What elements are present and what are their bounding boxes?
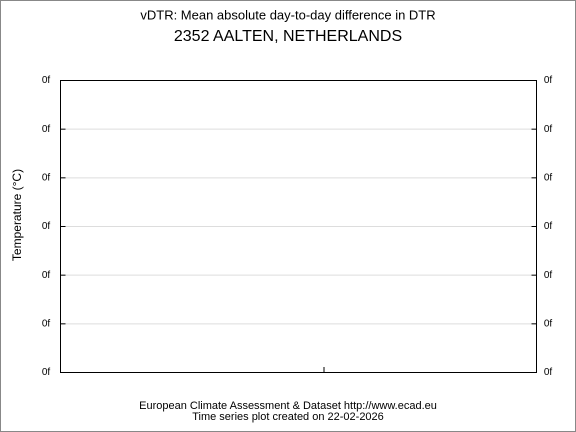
y-tick-label: 0f [544,172,553,183]
chart-title: vDTR: Mean absolute day-to-day differenc… [140,7,435,22]
y-tick-label: 0f [544,270,553,281]
y-tick-label: 0f [544,124,553,135]
y-tick-label: 0f [42,270,51,281]
footer-line: European Climate Assessment & Dataset ht… [139,400,437,412]
y-tick-label: 0f [42,318,51,329]
y-tick-label: 0f [42,75,51,86]
y-tick-label: 0f [42,124,51,135]
y-tick-label: 0f [42,172,51,183]
y-tick-label: 0f [42,221,51,232]
footer-line: Time series plot created on 22-02-2026 [192,411,384,423]
chart-subtitle: 2352 AALTEN, NETHERLANDS [174,28,402,45]
y-axis-label: Temperature (°C) [10,169,24,261]
y-tick-label: 0f [544,75,553,86]
y-tick-label: 0f [544,318,553,329]
grid [60,128,537,325]
y-tick-label: 0f [544,367,553,378]
y-tick-label: 0f [544,221,553,232]
y-tick-label: 0f [42,367,51,378]
